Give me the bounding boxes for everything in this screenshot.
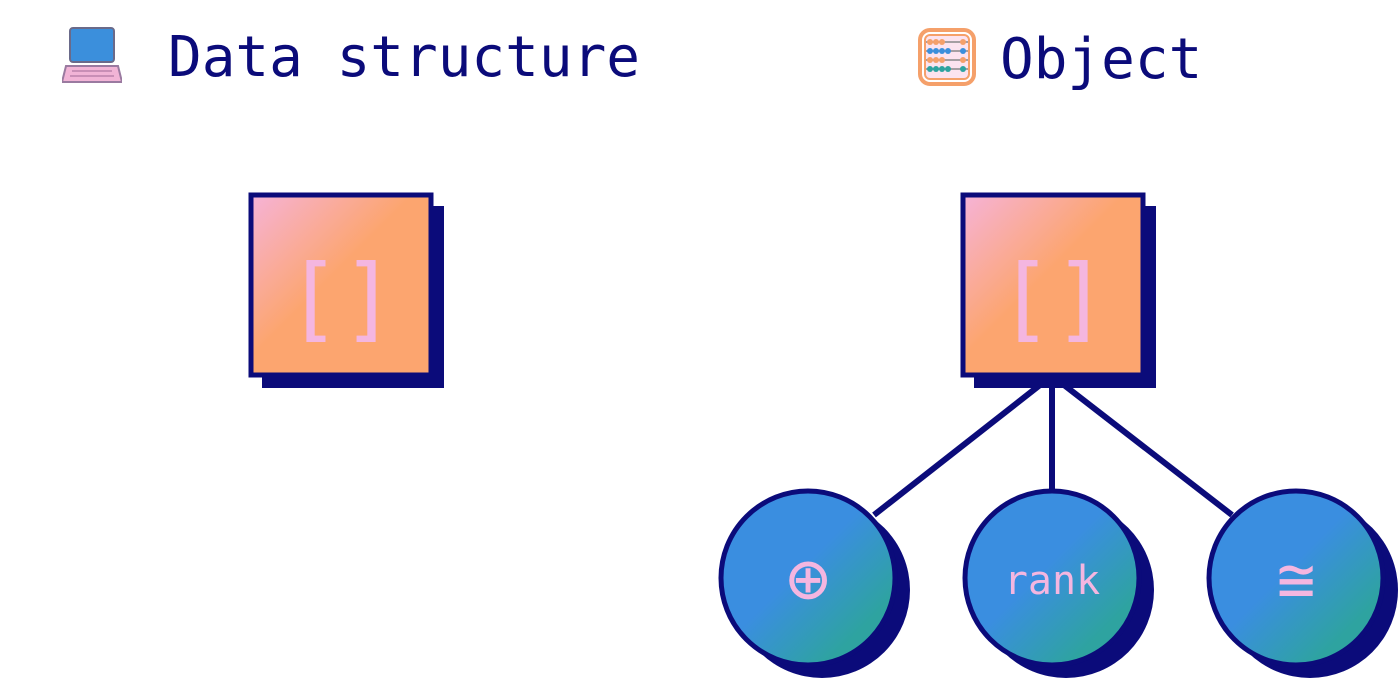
direct-sum-symbol: ⊕ <box>786 536 829 620</box>
object-box: [] <box>960 192 1156 388</box>
object-box-label: [] <box>998 245 1109 352</box>
object-title: Object <box>1000 27 1203 92</box>
child-node-direct-sum: ⊕ <box>718 488 910 678</box>
rank-label: rank <box>1004 558 1100 604</box>
child-node-isomorphic: ≅ <box>1206 488 1398 678</box>
data-structure-box-label: [] <box>286 245 397 352</box>
data-structure-title: Data structure <box>168 25 641 90</box>
abacus-icon <box>918 28 976 86</box>
connector-right <box>1062 382 1234 518</box>
child-node-rank: rank <box>962 488 1154 678</box>
data-structure-box: [] <box>248 192 444 388</box>
isomorphic-symbol: ≅ <box>1277 544 1316 618</box>
connector-left <box>872 382 1042 518</box>
